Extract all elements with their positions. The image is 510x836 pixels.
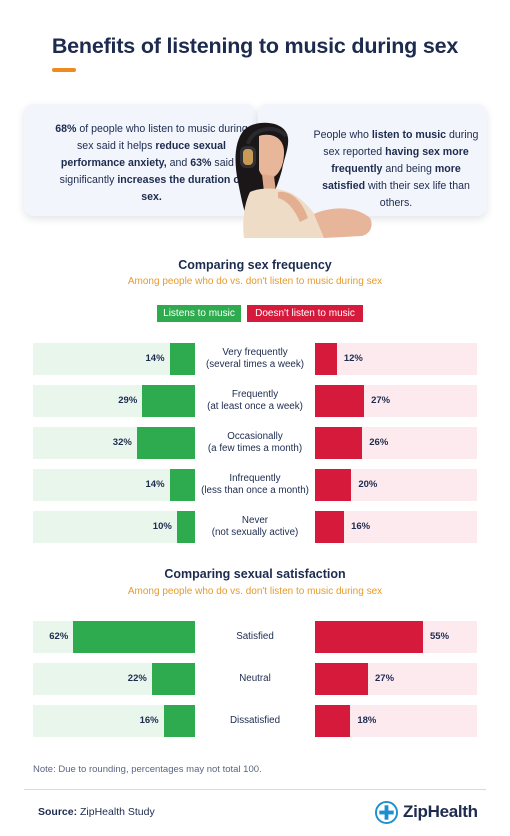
bar-doesnt-listen bbox=[315, 427, 363, 459]
category-label-line: (less than once a month) bbox=[201, 485, 309, 496]
category-label-line: Infrequently bbox=[229, 472, 281, 484]
bar-doesnt-listen bbox=[315, 385, 365, 417]
value-label-listens: 22% bbox=[127, 673, 147, 684]
ziphealth-logo: ZipHealth bbox=[375, 800, 478, 824]
bar-doesnt-listen bbox=[315, 469, 352, 501]
satisfaction-chart-subtitle: Among people who do vs. don't listen to … bbox=[127, 586, 383, 597]
value-label-doesnt-listen: 12% bbox=[343, 353, 363, 364]
frequency-chart-subtitle: Among people who do vs. don't listen to … bbox=[127, 276, 383, 287]
frequency-chart-title: Comparing sex frequency bbox=[178, 258, 332, 272]
value-label-doesnt-listen: 16% bbox=[351, 521, 371, 532]
category-label-line: Frequently bbox=[231, 388, 279, 400]
category-label-line: Occasionally bbox=[227, 430, 283, 442]
value-label-doesnt-listen: 27% bbox=[371, 395, 391, 406]
value-label-listens: 16% bbox=[139, 715, 159, 726]
logo-text: ZipHealth bbox=[403, 802, 478, 821]
bar-listens bbox=[73, 621, 195, 653]
category-label-line: Dissatisfied bbox=[229, 714, 281, 726]
chart-row: 62% 55% Satisfied bbox=[33, 621, 477, 653]
stat-card-right-text: People who listen to music during sex re… bbox=[313, 129, 479, 209]
value-label-doesnt-listen: 26% bbox=[369, 437, 389, 448]
row-bg-listens bbox=[33, 343, 195, 375]
category-label-line: Very frequently bbox=[222, 346, 288, 358]
stat-card-left: 68% of people who listen to music during… bbox=[24, 104, 256, 216]
row-bg-listens bbox=[33, 511, 195, 543]
category-label: Never (not sexually active) bbox=[195, 511, 315, 543]
value-label-doesnt-listen: 18% bbox=[357, 715, 377, 726]
plus-cross-icon bbox=[375, 800, 398, 824]
bar-listens bbox=[136, 427, 195, 459]
bar-listens bbox=[169, 343, 195, 375]
bar-listens bbox=[176, 511, 195, 543]
chart-row: 14% 12% Very frequently (several times a we… bbox=[33, 343, 477, 375]
woman-with-headphones-illustration bbox=[235, 122, 372, 238]
category-label-line: (a few times a month) bbox=[207, 443, 303, 454]
category-label: Frequently (at least once a week) bbox=[195, 385, 315, 417]
bar-doesnt-listen bbox=[315, 705, 351, 737]
value-label-doesnt-listen: 55% bbox=[430, 631, 450, 642]
category-label-line: (at least once a week) bbox=[207, 401, 303, 412]
title-underline bbox=[52, 68, 76, 72]
source-credit: Source: ZipHealth Study bbox=[38, 806, 155, 818]
category-label: Infrequently (less than once a month) bbox=[195, 469, 315, 501]
chart-row: 22% 27% Neutral bbox=[33, 663, 477, 695]
category-label-line: Never bbox=[241, 514, 269, 526]
category-label-line: (several times a week) bbox=[206, 359, 304, 370]
category-label: Satisfied bbox=[195, 621, 315, 653]
bar-doesnt-listen bbox=[315, 343, 337, 375]
chart-row: 29% 27% Frequently (at least once a week) bbox=[33, 385, 477, 417]
category-label: Very frequently (several times a week) bbox=[195, 343, 315, 375]
value-label-listens: 29% bbox=[118, 395, 138, 406]
chart-row: 10% 16% Never (not sexually active) bbox=[33, 511, 477, 543]
row-bg-doesnt-listen bbox=[315, 343, 477, 375]
bar-listens bbox=[151, 663, 195, 695]
bar-listens bbox=[163, 705, 195, 737]
bar-listens bbox=[169, 469, 195, 501]
chart-row: 14% 20% Infrequently (less than once a mont… bbox=[33, 469, 477, 501]
category-label-line: (not sexually active) bbox=[211, 527, 299, 538]
bar-listens bbox=[142, 385, 195, 417]
category-label-line: Satisfied bbox=[236, 630, 274, 642]
bar-doesnt-listen bbox=[315, 621, 423, 653]
value-label-doesnt-listen: 27% bbox=[375, 673, 395, 684]
chart-row: 32% 26% Occasionally (a few times a month) bbox=[33, 427, 477, 459]
value-label-doesnt-listen: 20% bbox=[358, 479, 378, 490]
category-label: Dissatisfied bbox=[195, 705, 315, 737]
value-label-listens: 62% bbox=[49, 631, 69, 642]
satisfaction-chart-title: Comparing sexual satisfaction bbox=[164, 567, 346, 581]
legend-doesnt-listen: Doesn't listen to music bbox=[247, 305, 363, 322]
category-label: Occasionally (a few times a month) bbox=[195, 427, 315, 459]
value-label-listens: 32% bbox=[112, 437, 132, 448]
category-label-line: Neutral bbox=[239, 672, 271, 684]
bar-doesnt-listen bbox=[315, 511, 345, 543]
category-label: Neutral bbox=[195, 663, 315, 695]
value-label-listens: 14% bbox=[145, 479, 165, 490]
stat-card-left-text: 68% of people who listen to music during… bbox=[55, 123, 248, 203]
row-bg-listens bbox=[33, 469, 195, 501]
page-title: Benefits of listening to music during se… bbox=[51, 34, 459, 58]
footer-divider bbox=[24, 789, 486, 790]
value-label-listens: 14% bbox=[145, 353, 165, 364]
value-label-listens: 10% bbox=[152, 521, 172, 532]
legend-listens: Listens to music bbox=[157, 305, 241, 322]
chart-row: 16% 18% Dissatisfied bbox=[33, 705, 477, 737]
rounding-note: Note: Due to rounding, percentages may n… bbox=[33, 764, 262, 775]
bar-doesnt-listen bbox=[315, 663, 369, 695]
